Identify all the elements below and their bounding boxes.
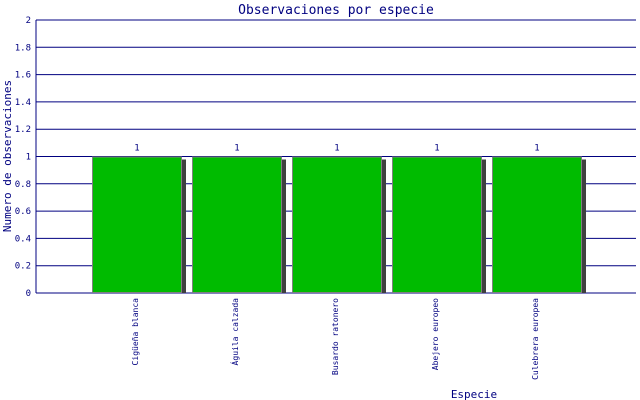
bar-shadow — [282, 159, 286, 293]
bar — [392, 156, 482, 293]
data-label: 1 — [434, 144, 439, 154]
x-axis-label: Especie — [451, 388, 497, 400]
data-label: 1 — [334, 144, 339, 154]
bar — [92, 156, 182, 293]
bar-shadow — [482, 159, 486, 293]
data-label: 1 — [234, 144, 239, 154]
bar-shadow — [182, 159, 186, 293]
y-tick-label: 1.4 — [15, 98, 31, 108]
bar — [192, 156, 282, 293]
y-tick-label: 1.8 — [15, 43, 31, 53]
y-tick-label: 1 — [26, 153, 31, 163]
data-label: 1 — [534, 144, 539, 154]
x-tick-label: Culebrera europea — [531, 298, 540, 380]
data-label: 1 — [134, 144, 139, 154]
y-tick-label: 0.2 — [15, 262, 31, 272]
x-tick-label: Abejero europeo — [431, 298, 440, 370]
bar-shadow — [582, 159, 586, 293]
chart-title: Observaciones por especie — [238, 3, 434, 18]
y-tick-label: 2 — [26, 16, 31, 26]
y-tick-label: 0.4 — [15, 234, 31, 244]
x-tick-label: Águila calzada — [229, 298, 240, 366]
y-axis-label: Numero de observaciones — [1, 80, 14, 232]
y-tick-label: 0 — [26, 289, 31, 299]
bar — [292, 156, 382, 293]
y-tick-label: 1.2 — [15, 125, 31, 135]
y-tick-label: 0.8 — [15, 180, 31, 190]
y-tick-label: 1.6 — [15, 71, 31, 81]
y-tick-label: 0.6 — [15, 207, 31, 217]
x-tick-label: Cigüeña blanca — [131, 298, 140, 366]
x-tick-label: Busardo ratonero — [331, 298, 340, 375]
bar-shadow — [382, 159, 386, 293]
bar — [492, 156, 582, 293]
